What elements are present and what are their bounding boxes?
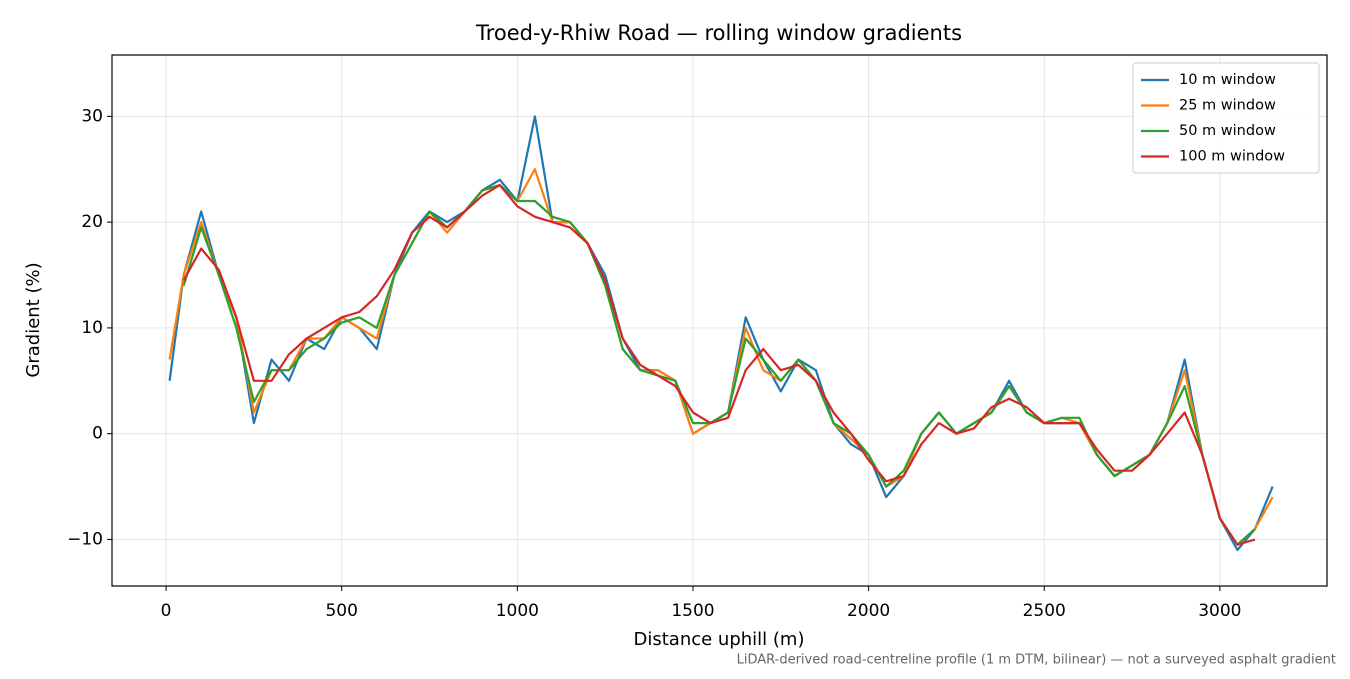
x-tick-label: 2500 [1023,601,1066,621]
legend-box [1132,62,1320,174]
x-tick-label: 2000 [847,601,890,621]
x-tick-label: 500 [325,601,357,621]
y-tick-label: 0 [92,424,103,444]
y-axis-label: Gradient (%) [23,262,44,377]
series-line [182,184,1256,546]
legend-label: 100 m window [1179,149,1285,165]
y-tick-label: −10 [67,529,103,549]
x-tick-label: 1500 [671,601,714,621]
legend: 10 m window 25 m window 50 m window 100 m w… [1132,62,1320,174]
chart-title: Troed-y-Rhiw Road — rolling window gradi… [475,21,962,45]
x-axis-label: Distance uphill (m) [634,629,805,650]
legend-label: 10 m window [1179,72,1276,88]
x-tick-label: 1000 [496,601,539,621]
series-line [182,184,1256,546]
y-tick-label: 20 [81,212,103,232]
series-line [168,115,1274,552]
plot-frame [111,54,1328,587]
footnote: LiDAR-derived road-centreline profile (1… [737,653,1336,668]
legend-label: 25 m window [1179,98,1276,114]
y-tick-label: 10 [81,318,103,338]
series-line [168,168,1274,546]
x-tick-label: 0 [161,601,172,621]
x-tick-label: 3000 [1198,601,1241,621]
y-tick-label: 30 [81,106,103,126]
legend-label: 50 m window [1179,123,1276,139]
